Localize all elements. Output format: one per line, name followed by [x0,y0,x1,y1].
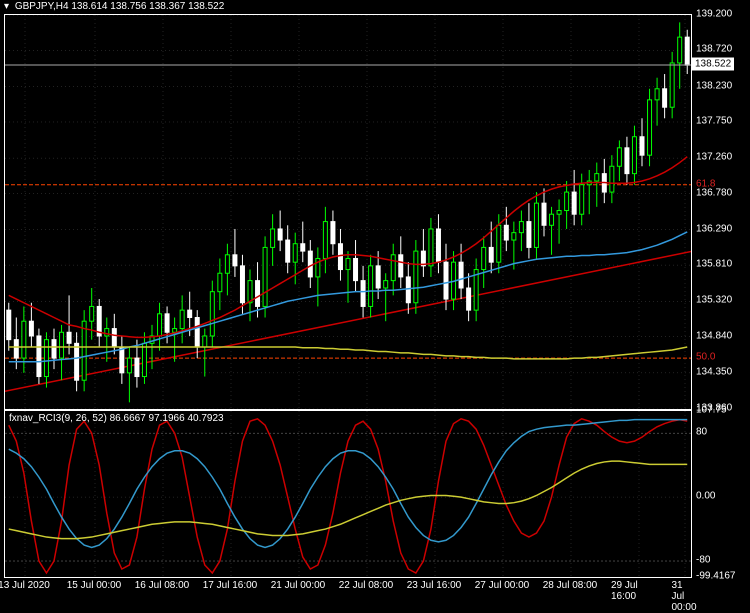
x-tick-label: 17 Jul 16:00 [203,580,258,591]
time-x-axis: 13 Jul 202015 Jul 00:0016 Jul 08:0017 Ju… [4,580,692,598]
y-tick-label: 137.750 [696,115,732,126]
indicator-y-axis: 107.75800.00-80-99.4167 [692,410,748,578]
indicator-title: fxnav_RCI3(9, 26, 52) 86.6667 97.1966 40… [9,413,224,424]
fib-label: 61.8 [696,178,715,189]
price-chart[interactable] [4,14,692,410]
dropdown-triangle-icon[interactable]: ▾ [4,1,9,12]
y-tick-label: 134.840 [696,330,732,341]
y-tick-label: 135.320 [696,295,732,306]
indicator-y-tick: -80 [696,555,710,566]
y-tick-label: 134.350 [696,366,732,377]
chart-container: ▾ GBPJPY,H4 138.614 138.756 138.367 138.… [0,0,750,600]
current-price-tag: 138.522 [692,58,734,71]
x-tick-label: 16 Jul 08:00 [135,580,190,591]
y-tick-label: 139.200 [696,9,732,20]
y-tick-label: 138.720 [696,44,732,55]
y-tick-label: 137.260 [696,152,732,163]
x-tick-label: 29 Jul 16:00 [611,580,665,602]
y-tick-label: 138.230 [696,80,732,91]
x-tick-label: 23 Jul 16:00 [407,580,462,591]
symbol-label: GBPJPY,H4 [15,1,69,12]
y-tick-label: 136.290 [696,223,732,234]
indicator-y-tick: 0.00 [696,491,715,502]
ohlc-label: 138.614 138.756 138.367 138.522 [71,1,224,12]
indicator-y-tick: 80 [696,427,707,438]
x-tick-label: 28 Jul 08:00 [543,580,598,591]
x-tick-label: 31 Jul 00:00 [671,580,696,613]
chart-title-bar: ▾ GBPJPY,H4 138.614 138.756 138.367 138.… [0,0,228,14]
y-tick-label: 135.810 [696,259,732,270]
indicator-y-tick: -99.4167 [696,570,735,581]
x-tick-label: 15 Jul 00:00 [67,580,122,591]
x-tick-label: 13 Jul 2020 [0,580,50,591]
price-y-axis: 139.200138.720138.230137.750137.260136.7… [692,14,748,410]
indicator-chart[interactable]: fxnav_RCI3(9, 26, 52) 86.6667 97.1966 40… [4,410,692,578]
fib-label: 50.0 [696,352,715,363]
indicator-y-tick: 107.75 [696,405,727,416]
x-tick-label: 27 Jul 00:00 [475,580,530,591]
x-tick-label: 21 Jul 00:00 [271,580,326,591]
x-tick-label: 22 Jul 08:00 [339,580,394,591]
